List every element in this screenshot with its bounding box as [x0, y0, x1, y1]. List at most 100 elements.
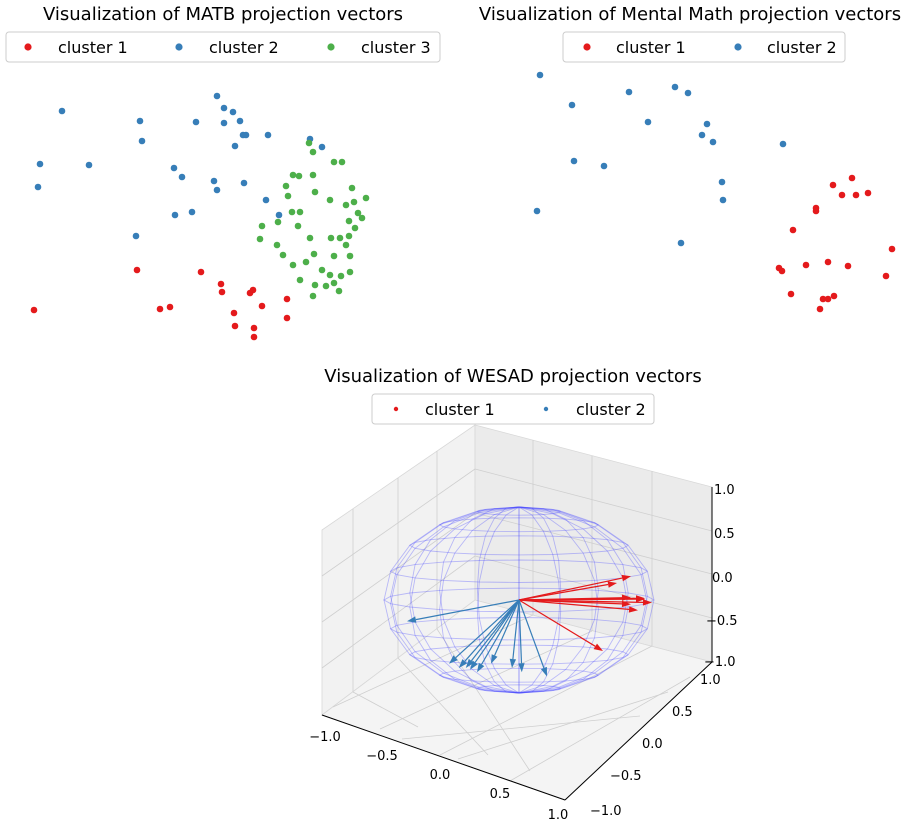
mentalmath-legend-marker-2 — [734, 43, 742, 51]
wesad-arrow-s2-2 — [449, 599, 520, 664]
matb-legend-marker-2 — [175, 43, 183, 51]
matb-point-s3-33 — [289, 261, 297, 269]
mentalmath-point-s2-4 — [671, 83, 679, 91]
wesad-arrow-s2-9 — [491, 599, 520, 664]
matb-point-s3-34 — [302, 258, 310, 266]
matb-point-s3-39 — [326, 271, 334, 279]
matb-point-s1-2 — [133, 266, 141, 274]
matb-point-s2-4 — [85, 161, 93, 169]
matb-point-s3-19 — [358, 214, 366, 222]
wesad-arrow-s1-2 — [518, 581, 617, 601]
matb-point-s2-12 — [192, 118, 200, 126]
matb-point-s2-18 — [231, 142, 239, 150]
matb-point-s1-13 — [250, 333, 258, 341]
wesad-parallel-8 — [438, 667, 599, 683]
wesad-arrow-s2-7 — [518, 599, 547, 677]
matb-point-s2-22 — [213, 186, 221, 194]
wesad-legend-label-2: cluster 2 — [576, 400, 646, 419]
matb-point-s3-7 — [295, 172, 303, 180]
mentalmath-point-s1-9 — [888, 245, 896, 253]
matb-point-s2-14 — [220, 104, 228, 112]
matb-legend-frame — [5, 31, 441, 63]
matb-point-s3-14 — [326, 196, 334, 204]
matb-point-s2-16 — [220, 119, 228, 127]
wesad-meridian-18 — [518, 506, 599, 694]
mentalmath-point-s1-17 — [830, 292, 838, 300]
mentalmath-point-s2-10 — [779, 140, 787, 148]
matb-point-s1-12 — [250, 324, 258, 332]
wesad-meridian-12 — [390, 506, 520, 694]
matb-point-s2-17 — [236, 117, 244, 125]
wesad-arrow-s2-10 — [509, 599, 520, 668]
matb-point-s1-8 — [230, 309, 238, 317]
matb-point-s1-1 — [30, 306, 38, 314]
matb-point-s3-9 — [348, 184, 356, 192]
wesad-legend-marker-2 — [543, 406, 549, 412]
mentalmath-point-s1-19 — [824, 295, 832, 303]
wesad-wireframe-sphere — [383, 506, 655, 694]
wesad-meridian-19 — [518, 506, 629, 694]
wesad-meridian-9 — [409, 506, 520, 694]
matb-point-s3-40 — [337, 272, 345, 280]
mentalmath-legend: cluster 1 cluster 2 — [562, 31, 846, 63]
mentalmath-point-s2-2 — [568, 101, 576, 109]
mentalmath-point-s2-12 — [600, 162, 608, 170]
matb-point-s3-22 — [345, 232, 353, 240]
matb-point-s3-10 — [284, 192, 292, 200]
matb-point-s3-43 — [322, 282, 330, 290]
wesad-arrow-s2-4 — [465, 599, 520, 668]
wesad-meridian-1 — [518, 506, 655, 694]
mentalmath-point-s2-14 — [719, 196, 727, 204]
matb-point-s2-6 — [138, 137, 146, 145]
mentalmath-point-s1-4 — [852, 191, 860, 199]
matb-point-s1-9 — [231, 322, 239, 330]
matb-point-s2-15 — [229, 108, 237, 116]
matb-title: Visualization of MATB projection vectors — [43, 4, 403, 25]
matb-point-s2-7 — [132, 232, 140, 240]
wesad-parallel-2 — [438, 517, 599, 533]
matb-point-s3-12 — [296, 208, 304, 216]
matb-point-s3-11 — [288, 208, 296, 216]
matb-legend-label-1: cluster 1 — [58, 38, 128, 57]
matb-point-s2-25 — [262, 196, 270, 204]
matb-point-s3-37 — [346, 252, 354, 260]
mentalmath-point-s2-16 — [677, 239, 685, 247]
wesad-axes — [321, 487, 713, 801]
matb-legend-label-3: cluster 3 — [361, 38, 431, 57]
wesad-z-tick-5: 1.0 — [714, 483, 735, 498]
mentalmath-point-s2-7 — [703, 120, 711, 128]
wesad-meridian-7 — [476, 506, 520, 694]
wesad-z-tick-2: −0.5 — [706, 614, 738, 629]
matb-point-s3-8 — [309, 171, 317, 179]
wesad-meridian-11 — [383, 506, 520, 694]
wesad-panel: Visualization of WESAD projection vector… — [309, 366, 737, 822]
wesad-meridian-10 — [390, 506, 520, 694]
matb-point-s2-8 — [170, 164, 178, 172]
mentalmath-points — [533, 71, 896, 313]
matb-point-s1-16 — [283, 314, 291, 322]
wesad-z-ticklabels: −1.0 −0.5 0.0 0.5 1.0 — [704, 483, 738, 670]
wesad-parallel-7 — [408, 644, 629, 665]
wesad-meridian-13 — [409, 506, 520, 694]
matb-point-s2-26 — [275, 211, 283, 219]
matb-point-s3-17 — [362, 194, 370, 202]
mentalmath-legend-label-1: cluster 1 — [616, 38, 686, 57]
matb-point-s3-25 — [327, 234, 335, 242]
wesad-gridlines — [321, 440, 713, 782]
wesad-x-ticklabels: −1.0 −0.5 0.0 0.5 1.0 — [309, 730, 568, 822]
matb-point-s3-5 — [289, 171, 297, 179]
matb-point-s3-13 — [311, 188, 319, 196]
matb-point-s1-14 — [258, 302, 266, 310]
matb-point-s1-5 — [197, 268, 205, 276]
matb-point-s3-45 — [335, 287, 343, 295]
matb-point-s2-10 — [178, 173, 186, 181]
wesad-legend-label-1: cluster 1 — [425, 400, 495, 419]
wesad-title: Visualization of WESAD projection vector… — [324, 366, 701, 387]
wesad-legend: cluster 1 cluster 2 — [371, 393, 655, 425]
wesad-meridian-8 — [439, 506, 520, 694]
mentalmath-point-s1-5 — [864, 189, 872, 197]
mentalmath-point-s2-6 — [644, 118, 652, 126]
wesad-y-tick-3: 0.0 — [642, 737, 663, 752]
mentalmath-point-s1-16 — [787, 290, 795, 298]
matb-legend: cluster 1 cluster 2 cluster 3 — [5, 31, 441, 63]
